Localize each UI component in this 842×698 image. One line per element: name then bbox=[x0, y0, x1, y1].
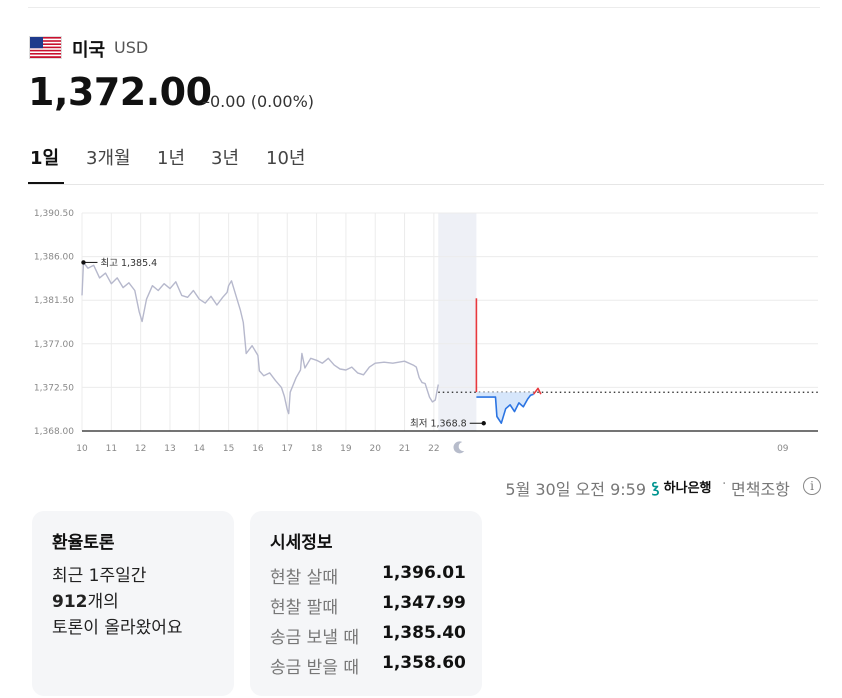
quote-card-title: 시세정보 bbox=[270, 533, 333, 553]
x-tick-label: 14 bbox=[194, 444, 206, 454]
quote-row-receive: 송금 받을 때 1,358.60 bbox=[270, 653, 470, 679]
series-area-current bbox=[476, 392, 534, 424]
disclaimer-link[interactable]: 면책조항 bbox=[731, 480, 790, 499]
hana-bank-logo-icon: ꝣ bbox=[652, 480, 660, 496]
quote-info-card: 시세정보 현찰 살때 1,396.01 현찰 팔때 1,347.99 송금 보낼… bbox=[250, 511, 482, 696]
quote-label: 현찰 팔때 bbox=[270, 598, 338, 618]
y-tick-label: 1,377.00 bbox=[34, 340, 74, 350]
quote-value: 1,385.40 bbox=[382, 623, 466, 643]
change-value: 0.00 (0.00%) bbox=[210, 92, 315, 111]
debate-card[interactable]: 환율토론 최근 1주일간 912개의 토론이 올라왔어요 bbox=[32, 511, 234, 696]
us-flag-icon bbox=[29, 36, 62, 59]
bank-name: 하나은행 bbox=[663, 481, 712, 496]
currency-code: USD bbox=[114, 38, 149, 57]
x-tick-label: 12 bbox=[135, 444, 146, 454]
tabs-divider bbox=[28, 184, 824, 185]
exchange-rate-chart[interactable]: 1,390.50 1,386.00 1,381.50 1,377.00 1,372.50… bbox=[0, 195, 842, 465]
quote-label: 현찰 살때 bbox=[270, 568, 338, 588]
x-tick-label: 21 bbox=[399, 444, 410, 454]
quote-value: 1,347.99 bbox=[382, 593, 466, 613]
change-sign: – bbox=[202, 92, 210, 111]
y-tick-label: 1,372.50 bbox=[34, 383, 74, 393]
debate-line-1: 최근 1주일간 bbox=[52, 566, 147, 586]
debate-count-suffix: 개의 bbox=[87, 592, 119, 612]
x-tick-label: 11 bbox=[106, 444, 117, 454]
x-tick-label: 22 bbox=[428, 444, 439, 454]
x-tick-label: 20 bbox=[370, 444, 382, 454]
update-timestamp: 5월 30일 오전 9:59 bbox=[505, 480, 646, 499]
moon-icon bbox=[453, 441, 465, 454]
x-tick-label: 17 bbox=[282, 444, 293, 454]
x-tick-label: 09 bbox=[777, 444, 789, 454]
bank-source[interactable]: ꝣ 하나은행 bbox=[652, 477, 712, 497]
footer-separator: · bbox=[722, 476, 727, 492]
x-tick-label: 10 bbox=[76, 444, 88, 454]
y-tick-label: 1,368.00 bbox=[34, 427, 74, 437]
high-label: 최고 1,385.4 bbox=[100, 258, 157, 269]
tab-10years[interactable]: 10년 bbox=[266, 148, 306, 169]
quote-row-send: 송금 보낼 때 1,385.40 bbox=[270, 623, 470, 649]
series-line-current bbox=[476, 393, 534, 424]
chart-footer: 5월 30일 오전 9:59 ꝣ 하나은행 · 면책조항 i bbox=[0, 476, 822, 500]
tab-1day[interactable]: 1일 bbox=[30, 148, 60, 169]
quote-label: 송금 받을 때 bbox=[270, 658, 360, 678]
series-line-previous bbox=[81, 261, 439, 415]
debate-summary: 최근 1주일간 912개의 토론이 올라왔어요 bbox=[52, 563, 183, 641]
debate-count: 912 bbox=[52, 592, 88, 612]
exchange-rate-price: 1,372.00 bbox=[28, 70, 212, 114]
country-name: 미국 bbox=[72, 40, 106, 61]
quote-value: 1,396.01 bbox=[382, 563, 466, 583]
x-tick-label: 18 bbox=[311, 444, 323, 454]
x-tick-label: 19 bbox=[340, 444, 352, 454]
price-change: –0.00 (0.00%) bbox=[202, 92, 314, 111]
info-icon[interactable]: i bbox=[803, 477, 821, 495]
tab-3months[interactable]: 3개월 bbox=[86, 148, 131, 169]
low-label: 최저 1,368.8 bbox=[410, 419, 467, 430]
quote-row-cash-sell: 현찰 팔때 1,347.99 bbox=[270, 593, 470, 619]
x-tick-label: 16 bbox=[252, 444, 264, 454]
quote-row-cash-buy: 현찰 살때 1,396.01 bbox=[270, 563, 470, 589]
debate-line-3: 토론이 올라왔어요 bbox=[52, 618, 183, 638]
y-tick-label: 1,381.50 bbox=[34, 296, 74, 306]
debate-card-title: 환율토론 bbox=[52, 533, 115, 553]
quote-value: 1,358.60 bbox=[382, 653, 466, 673]
tab-3years[interactable]: 3년 bbox=[211, 148, 240, 169]
series-line-current_up bbox=[532, 387, 542, 395]
tab-1year[interactable]: 1년 bbox=[157, 148, 186, 169]
x-tick-label: 13 bbox=[164, 444, 175, 454]
active-tab-indicator bbox=[28, 182, 64, 184]
x-tick-label: 15 bbox=[223, 444, 234, 454]
y-tick-label: 1,386.00 bbox=[34, 253, 74, 263]
top-divider bbox=[28, 7, 820, 8]
debate-line-2: 912개의 bbox=[52, 589, 183, 615]
y-tick-label: 1,390.50 bbox=[34, 209, 74, 219]
quote-label: 송금 보낼 때 bbox=[270, 628, 360, 648]
night-session-band bbox=[438, 213, 477, 431]
